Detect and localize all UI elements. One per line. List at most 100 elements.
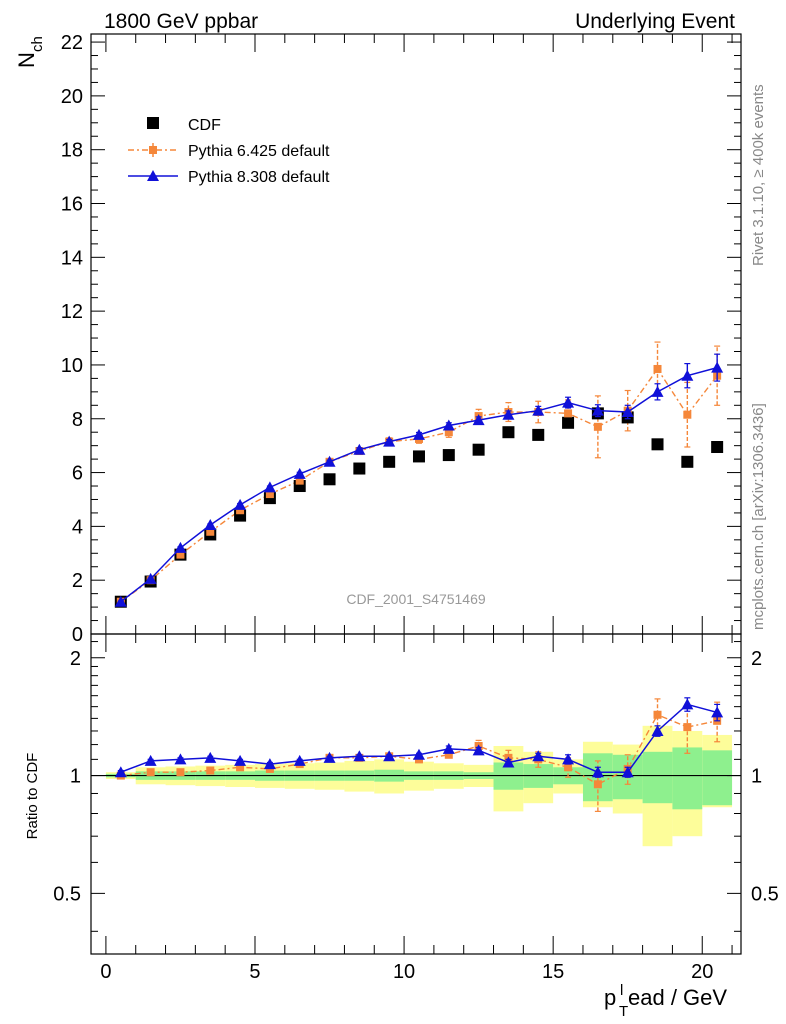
point-pythia8 [591,404,604,416]
point-pythia8 [353,443,366,455]
ratio-point-pythia6 [653,710,662,719]
header-right-label: Underlying Event [575,10,735,33]
point-pythia8 [502,408,515,420]
legend-marker-pythia8 [147,170,159,181]
point-cdf [442,449,455,462]
ratio-point-pythia8 [204,751,217,763]
ratio-point-pythia8 [293,754,306,766]
point-cdf [353,462,366,475]
legend-label-cdf: CDF [188,117,221,134]
main-y-tick-label: 12 [61,301,83,323]
point-pythia8 [711,361,724,373]
point-pythia8 [293,467,306,479]
ratio-x-tick-label: 20 [691,961,713,983]
main-y-tick-label: 6 [72,463,83,485]
ratio-y-axis: 0.5 0.5 1 1 2 2 [53,641,779,932]
point-cdf [412,450,425,463]
main-y-tick-label: 8 [72,409,83,431]
ratio-y-tick-label-right: 2 [751,648,762,670]
ratio-point-pythia8 [383,750,396,762]
point-pythia6 [653,364,662,373]
point-cdf [502,426,515,439]
ratio-x-tick-label: 15 [542,961,564,983]
point-cdf [711,441,724,454]
x-label-rest: ead / GeV [628,985,727,1010]
x-label-sub: T [619,1003,628,1020]
ratio-point-pythia8 [472,744,485,756]
point-pythia6 [444,428,453,437]
point-pythia8 [562,396,575,408]
point-cdf [323,473,336,486]
point-cdf [383,455,396,468]
main-y-label-sub: ch [29,36,46,52]
x-label-main: p [604,985,616,1010]
ratio-point-pythia8 [234,754,247,766]
header-left-label: 1800 GeV ppbar [104,10,258,33]
legend-item-pythia6: Pythia 6.425 default [128,143,330,160]
ratio-point-pythia8 [442,742,455,754]
main-y-tick-label: 2 [72,570,83,592]
point-pythia6 [236,506,245,515]
point-pythia6 [683,410,692,419]
point-pythia8 [234,498,247,510]
mcplots-info-label: mcplots.cern.ch [arXiv:1306.3436] [750,403,767,630]
point-pythia8 [472,414,485,426]
legend: CDF Pythia 6.425 default Pythia 8.308 de… [128,117,330,186]
ratio-point-pythia8 [651,724,664,736]
ratio-y-tick-label-right: 0.5 [751,883,779,905]
main-y-label-main: N [14,52,39,68]
main-y-tick-label: 18 [61,140,83,162]
ratio-y-tick-label: 0.5 [53,883,81,905]
point-pythia8 [263,481,276,493]
point-pythia8 [442,419,455,431]
ratio-point-pythia6 [564,763,573,772]
ratio-y-label: Ratio to CDF [24,753,41,840]
ratio-panel: 0.5 0.5 1 1 2 2 0 5 10 15 20 Ratio to CDF p T l e… [24,633,779,1020]
ratio-y-tick-label-right: 1 [751,766,762,788]
ratio-point-pythia8 [263,758,276,770]
legend-marker-pythia6 [149,146,157,154]
ratio-point-pythia6 [593,780,602,789]
point-pythia8 [204,519,217,531]
point-cdf [532,428,545,441]
x-label-sup: l [620,982,623,999]
band-inner [642,751,673,804]
point-pythia8 [114,595,127,607]
ratio-x-tick-label: 5 [249,961,260,983]
main-x-axis [105,34,733,634]
main-y-tick-label: 0 [72,624,83,646]
main-panel: 0 2 4 6 8 10 12 14 16 18 20 22 CDF_2001_S4751469 N … [14,32,742,646]
ratio-point-pythia8 [412,748,425,760]
ratio-point-pythia6 [206,766,215,775]
ratio-point-pythia6 [236,763,245,772]
point-cdf [651,438,664,451]
ratio-point-pythia6 [176,768,185,777]
point-pythia6 [206,527,215,536]
ratio-point-pythia8 [562,753,575,765]
legend-label-pythia6: Pythia 6.425 default [188,143,330,160]
main-y-tick-label: 20 [61,86,83,108]
ratio-frame [90,633,742,955]
legend-label-pythia8: Pythia 8.308 default [188,169,330,186]
point-pythia8 [681,369,694,381]
series-line-pythia8 [120,366,718,603]
main-y-tick-label: 4 [72,516,83,538]
point-pythia8 [323,455,336,467]
rivet-info-label: Rivet 3.1.10, ≥ 400k events [750,84,767,266]
band-inner [672,747,703,810]
point-pythia8 [174,541,187,553]
point-cdf [681,455,694,468]
point-pythia8 [144,572,157,584]
ratio-x-tick-label: 0 [100,961,111,983]
point-pythia6 [564,409,573,418]
ratio-x-tick-label: 10 [393,961,415,983]
main-y-tick-label: 10 [61,355,83,377]
ratio-x-axis: 0 5 10 15 20 [100,634,733,983]
point-pythia8 [412,428,425,440]
main-y-tick-label: 14 [61,247,83,269]
ratio-point-pythia8 [621,766,634,778]
point-pythia6 [295,476,304,485]
point-pythia8 [621,406,634,418]
ratio-point-pythia8 [114,766,127,778]
